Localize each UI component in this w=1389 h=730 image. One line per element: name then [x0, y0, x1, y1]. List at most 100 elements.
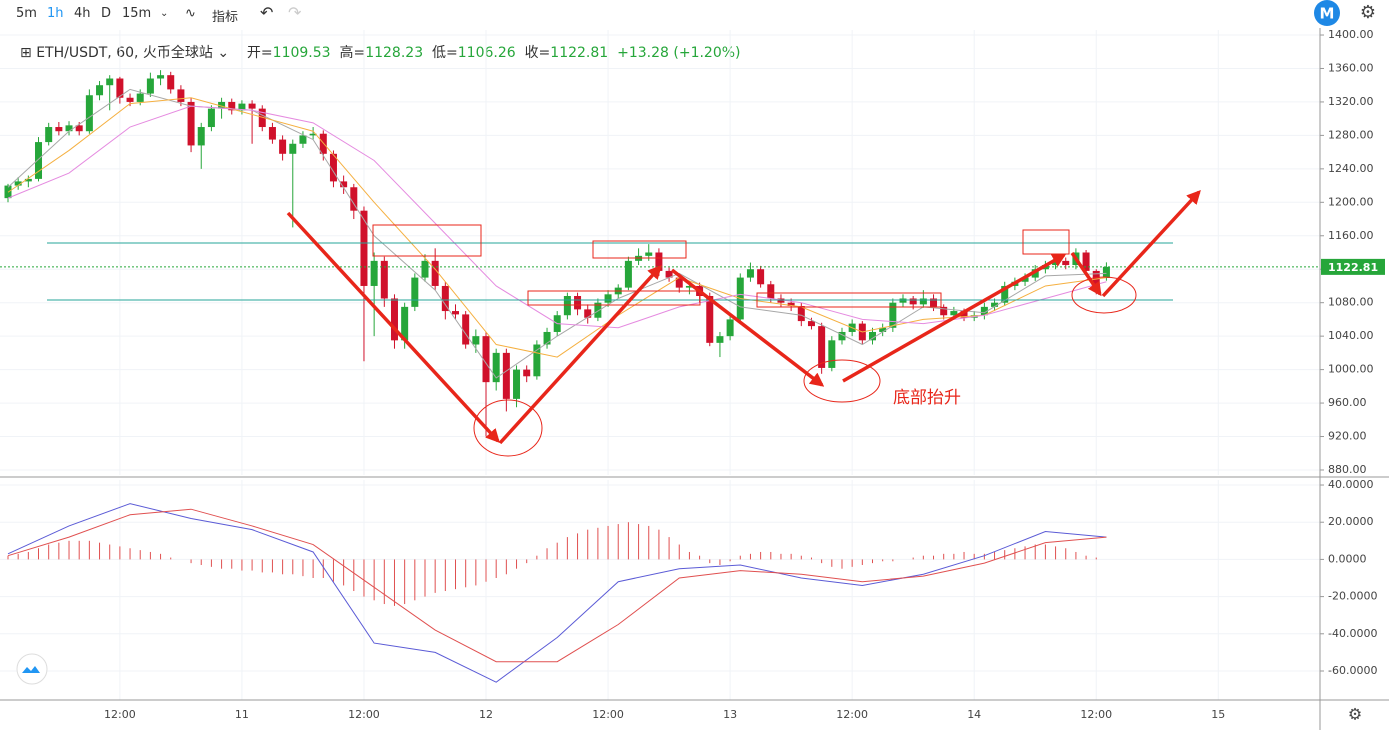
candle-body [35, 142, 43, 179]
price-tag [1321, 258, 1385, 275]
candle-body [960, 311, 968, 318]
symbol[interactable]: ETH/USDT, 60, 火币全球站 [36, 45, 213, 61]
candle-body [706, 295, 714, 343]
candle-body [645, 252, 653, 256]
indicator-icon[interactable]: ∿ [185, 6, 196, 21]
candle-body [533, 344, 541, 377]
candle-body [1021, 277, 1029, 282]
candle-body [594, 302, 602, 318]
y-tick-label: 1320.00 [1328, 95, 1374, 108]
candle-body [1011, 281, 1019, 286]
candle-body [767, 284, 775, 299]
candle-body [45, 127, 53, 143]
candle-body [1092, 270, 1100, 288]
line [7, 105, 1107, 329]
circle [803, 359, 881, 403]
interval[interactable]: 15m [122, 6, 152, 21]
candle-body [746, 269, 754, 278]
x-tick-label: 12:00 [592, 708, 624, 721]
line [7, 97, 1107, 358]
arrow [842, 253, 1067, 383]
undo[interactable]: ↶ [260, 3, 274, 22]
candle-body [65, 125, 73, 132]
y-tick-label: 880.00 [1328, 463, 1367, 476]
arrow [670, 268, 825, 387]
candle-body [462, 314, 470, 345]
y-tick-label: -20.0000 [1328, 590, 1377, 603]
candle-body [360, 210, 368, 286]
dropdown[interactable]: ⌄ [160, 8, 169, 19]
ohlc-value: 1106.26 [457, 45, 516, 61]
y-tick-label: 1120.00 [1328, 262, 1374, 275]
x-tick-label: 12:00 [348, 708, 380, 721]
x-tick-label: 15 [1211, 708, 1225, 721]
candle-body [279, 139, 287, 154]
candle-body [1031, 269, 1039, 278]
candle-body [1052, 260, 1060, 266]
candle-body [136, 93, 144, 102]
y-tick-label: 1080.00 [1328, 296, 1374, 309]
arrow [1070, 252, 1102, 297]
y-tick-label: 1240.00 [1328, 162, 1374, 175]
candle-body [716, 336, 724, 343]
candle-body [940, 306, 948, 316]
candle-body [807, 321, 815, 327]
ohlc-value: 1109.53 [272, 45, 331, 61]
arrow [498, 264, 662, 445]
candle-body [492, 352, 500, 383]
candle-body [146, 78, 154, 94]
candle-body [604, 294, 612, 303]
candle-body [482, 336, 490, 383]
change: +13.28 [617, 45, 669, 61]
candle-body [563, 295, 571, 316]
redo[interactable]: ↷ [288, 3, 302, 22]
x-tick-label: 12:00 [836, 708, 868, 721]
x-tick-label: 11 [235, 708, 249, 721]
price-tag-label: 1122.81 [1328, 261, 1378, 274]
annotations [47, 189, 1201, 457]
logo-badge[interactable] [16, 653, 48, 685]
candle-body [838, 331, 846, 341]
candle-body [777, 298, 785, 303]
indicators[interactable]: 指标 [212, 10, 239, 25]
candle-body [950, 311, 958, 316]
candle-body [411, 277, 419, 307]
candle-body [157, 75, 165, 79]
x-tick-label: 14 [967, 708, 981, 721]
candle-body [675, 277, 683, 288]
legend: ⊞ ETH/USDT, 60, 火币全球站 ⌄ 开=1109.53 高=1128… [20, 42, 741, 62]
candle-body [380, 260, 388, 299]
candle-body [106, 78, 114, 86]
candle-body [472, 336, 480, 345]
candle-body [685, 285, 693, 288]
candle-body [207, 108, 215, 128]
candle-body [228, 101, 236, 111]
interval[interactable]: D [101, 6, 112, 21]
candle-body [624, 260, 632, 288]
interval[interactable]: 5m [16, 6, 37, 21]
interval[interactable]: 4h [74, 6, 91, 21]
annotation-text: 底部抬升 [893, 388, 961, 408]
candle-body [340, 181, 348, 188]
candle-body [421, 260, 429, 278]
box [1022, 229, 1070, 255]
candle-body [390, 298, 398, 341]
circle [1071, 276, 1137, 314]
candle-body [238, 103, 246, 111]
interval[interactable]: 1h [47, 6, 64, 21]
candle-body [248, 103, 256, 109]
ohlc-label: 低= [432, 45, 458, 61]
candle-body [96, 85, 104, 96]
candle-body [543, 331, 551, 345]
candle-body [696, 285, 704, 296]
line [7, 503, 1107, 683]
settings[interactable]: ⚙ [1348, 705, 1362, 724]
line [7, 508, 1107, 663]
candle-body [787, 302, 795, 307]
box [592, 240, 687, 259]
candle-body [584, 309, 592, 318]
candle-body [116, 78, 124, 98]
candle-body [1082, 252, 1090, 271]
candle-body [126, 97, 134, 102]
